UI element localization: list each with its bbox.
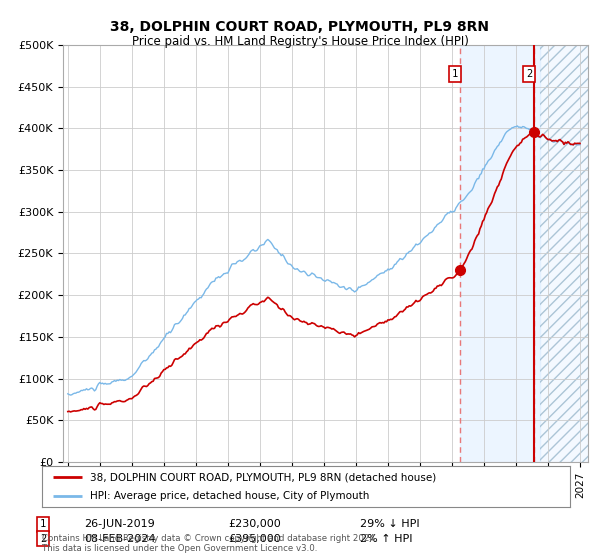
Text: Contains HM Land Registry data © Crown copyright and database right 2024.
This d: Contains HM Land Registry data © Crown c…: [42, 534, 377, 553]
Text: 08-FEB-2024: 08-FEB-2024: [84, 534, 155, 544]
Text: 38, DOLPHIN COURT ROAD, PLYMOUTH, PL9 8RN: 38, DOLPHIN COURT ROAD, PLYMOUTH, PL9 8R…: [110, 20, 490, 34]
Text: 1: 1: [452, 69, 458, 79]
Text: 1: 1: [40, 519, 46, 529]
Text: 2: 2: [40, 534, 46, 544]
Text: £395,000: £395,000: [228, 534, 281, 544]
Text: HPI: Average price, detached house, City of Plymouth: HPI: Average price, detached house, City…: [89, 491, 369, 501]
Text: Price paid vs. HM Land Registry's House Price Index (HPI): Price paid vs. HM Land Registry's House …: [131, 35, 469, 48]
Text: 2: 2: [526, 69, 532, 79]
Text: 26-JUN-2019: 26-JUN-2019: [84, 519, 155, 529]
Text: 38, DOLPHIN COURT ROAD, PLYMOUTH, PL9 8RN (detached house): 38, DOLPHIN COURT ROAD, PLYMOUTH, PL9 8R…: [89, 473, 436, 482]
Bar: [540, 45, 600, 462]
Bar: [540, 45, 600, 462]
Text: £230,000: £230,000: [228, 519, 281, 529]
Text: 29% ↓ HPI: 29% ↓ HPI: [360, 519, 419, 529]
Bar: [460, 45, 540, 462]
Text: 2% ↑ HPI: 2% ↑ HPI: [360, 534, 413, 544]
